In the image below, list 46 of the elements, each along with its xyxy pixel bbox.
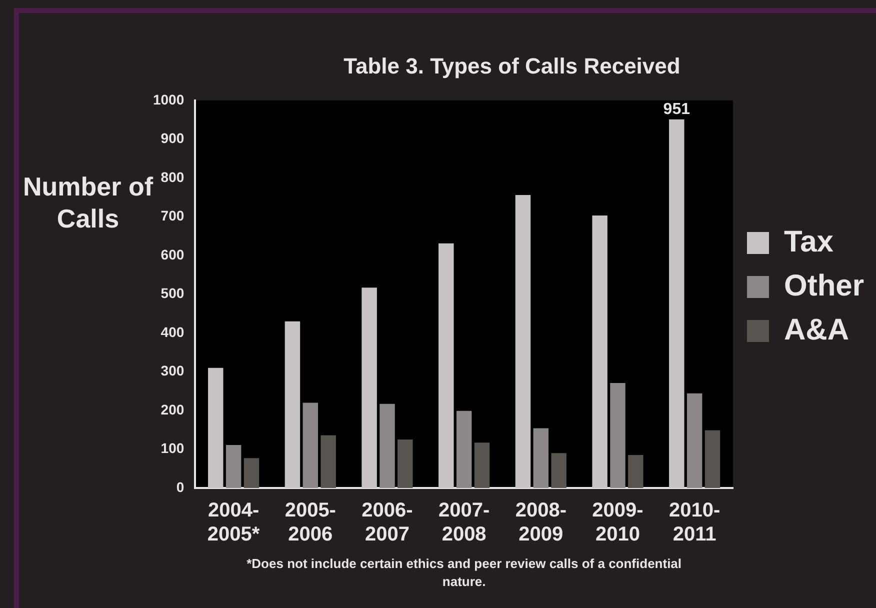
bar	[686, 393, 702, 488]
bar	[704, 430, 720, 488]
y-tick-label: 700	[160, 208, 184, 224]
bar	[398, 440, 413, 488]
bar	[628, 455, 644, 488]
bar	[320, 435, 336, 488]
bar	[592, 216, 608, 488]
x-tick-label: 2010- 2011	[668, 500, 720, 546]
legend-label: A&A	[784, 313, 849, 346]
bar	[515, 194, 531, 488]
x-tick-label: 2005- 2006	[284, 500, 336, 546]
y-tick-label: 300	[160, 362, 184, 379]
x-tick-label: 2009- 2010	[592, 500, 644, 546]
bar	[380, 404, 395, 488]
legend-label: Tax	[784, 225, 834, 258]
x-tick-label: 2007- 2008	[438, 500, 490, 546]
bar	[244, 458, 260, 488]
chart-title: Table 3. Types of Calls Received	[344, 53, 680, 78]
legend-label: Other	[784, 269, 864, 302]
x-tick-label: 2004- 2005*	[207, 500, 260, 546]
bar	[669, 119, 684, 488]
y-tick-label: 200	[160, 401, 184, 418]
y-tick-label: 500	[160, 285, 184, 302]
bar	[551, 453, 566, 488]
x-tick-label: 2006- 2007	[362, 500, 413, 546]
bar	[610, 382, 626, 488]
bar	[533, 428, 549, 488]
text: *Does not include certain ethics and peer review calls of a confidential nature.	[246, 556, 682, 590]
bar	[362, 288, 377, 488]
y-tick-label: 800	[160, 168, 184, 185]
bar	[438, 243, 454, 488]
bar	[302, 402, 318, 488]
y-tick-label: 600	[160, 246, 184, 262]
y-tick-label: 400	[160, 324, 184, 340]
y-axis-title: Number of Calls	[23, 171, 154, 234]
y-tick-label: 100	[160, 440, 184, 456]
y-tick-label: 900	[160, 130, 184, 146]
bar	[474, 442, 490, 488]
data-label: 951	[663, 100, 690, 118]
x-tick-label: 2008- 2009	[515, 500, 566, 546]
bar	[284, 321, 300, 488]
bar	[456, 410, 472, 488]
bar	[226, 444, 242, 488]
bar	[208, 368, 224, 488]
y-tick-label: 0	[176, 478, 184, 495]
y-tick-label: 1000	[152, 91, 184, 108]
